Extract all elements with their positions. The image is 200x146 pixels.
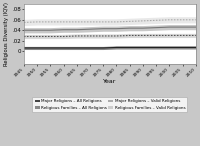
Y-axis label: Religious Diversity (IQV): Religious Diversity (IQV) <box>4 2 9 66</box>
Legend: Major Religions – All Religions, Religious Families – All Religions, Major Relig: Major Religions – All Religions, Religio… <box>32 97 187 112</box>
X-axis label: Year: Year <box>103 79 117 85</box>
